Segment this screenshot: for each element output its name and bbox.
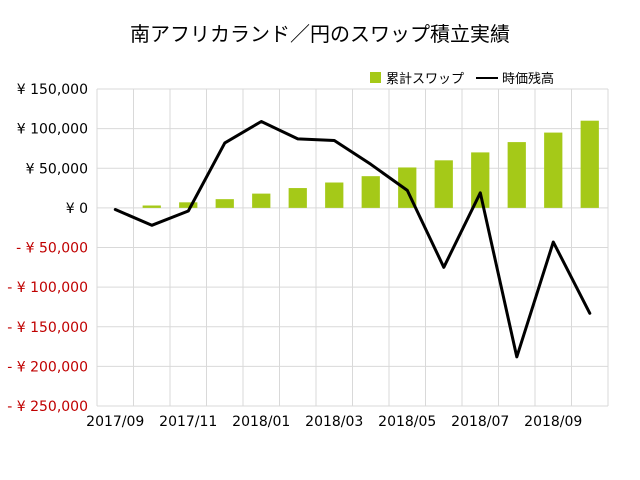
legend-item-bar: 累計スワップ <box>370 68 464 87</box>
x-tick-label: 2017/09 <box>86 414 144 430</box>
legend-item-line: 時価残高 <box>476 68 554 87</box>
bar-cumulative-swap <box>507 142 526 208</box>
bar-cumulative-swap <box>142 205 161 208</box>
bar-cumulative-swap <box>361 176 380 208</box>
bar-cumulative-swap <box>544 132 563 208</box>
x-tick-label: 2018/01 <box>232 414 290 430</box>
bar-cumulative-swap <box>325 182 344 208</box>
bar-cumulative-swap <box>288 188 307 208</box>
bar-cumulative-swap <box>471 152 490 208</box>
y-tick-label: ¥ 50,000 <box>26 161 88 177</box>
chart-title: 南アフリカランド／円のスワップ積立実績 <box>130 22 510 46</box>
y-tick-label: - ¥ 250,000 <box>7 399 88 415</box>
bar-cumulative-swap <box>179 202 198 208</box>
bar-cumulative-swap <box>215 199 234 208</box>
bar-cumulative-swap <box>434 160 453 208</box>
y-tick-label: - ¥ 150,000 <box>7 320 88 336</box>
legend: 累計スワップ 時価残高 <box>370 68 566 87</box>
legend-line-label: 時価残高 <box>502 72 555 87</box>
legend-line-swatch <box>476 76 499 79</box>
y-tick-label: ¥ 0 <box>66 201 88 217</box>
x-tick-label: 2017/11 <box>159 414 217 430</box>
x-tick-label: 2018/07 <box>451 414 509 430</box>
y-tick-label: - ¥ 50,000 <box>16 241 88 257</box>
x-tick-label: 2018/09 <box>524 414 582 430</box>
y-tick-label: - ¥ 200,000 <box>7 359 88 375</box>
y-tick-label: ¥ 100,000 <box>17 122 88 138</box>
y-tick-label: - ¥ 100,000 <box>7 280 88 296</box>
y-tick-label: ¥ 150,000 <box>17 82 88 98</box>
x-tick-label: 2018/05 <box>378 414 436 430</box>
legend-bar-label: 累計スワップ <box>386 72 465 87</box>
bar-cumulative-swap <box>252 193 271 208</box>
x-tick-label: 2018/03 <box>305 414 363 430</box>
legend-bar-swatch <box>370 72 381 83</box>
line-market-value <box>113 120 592 359</box>
bar-cumulative-swap <box>580 120 599 208</box>
